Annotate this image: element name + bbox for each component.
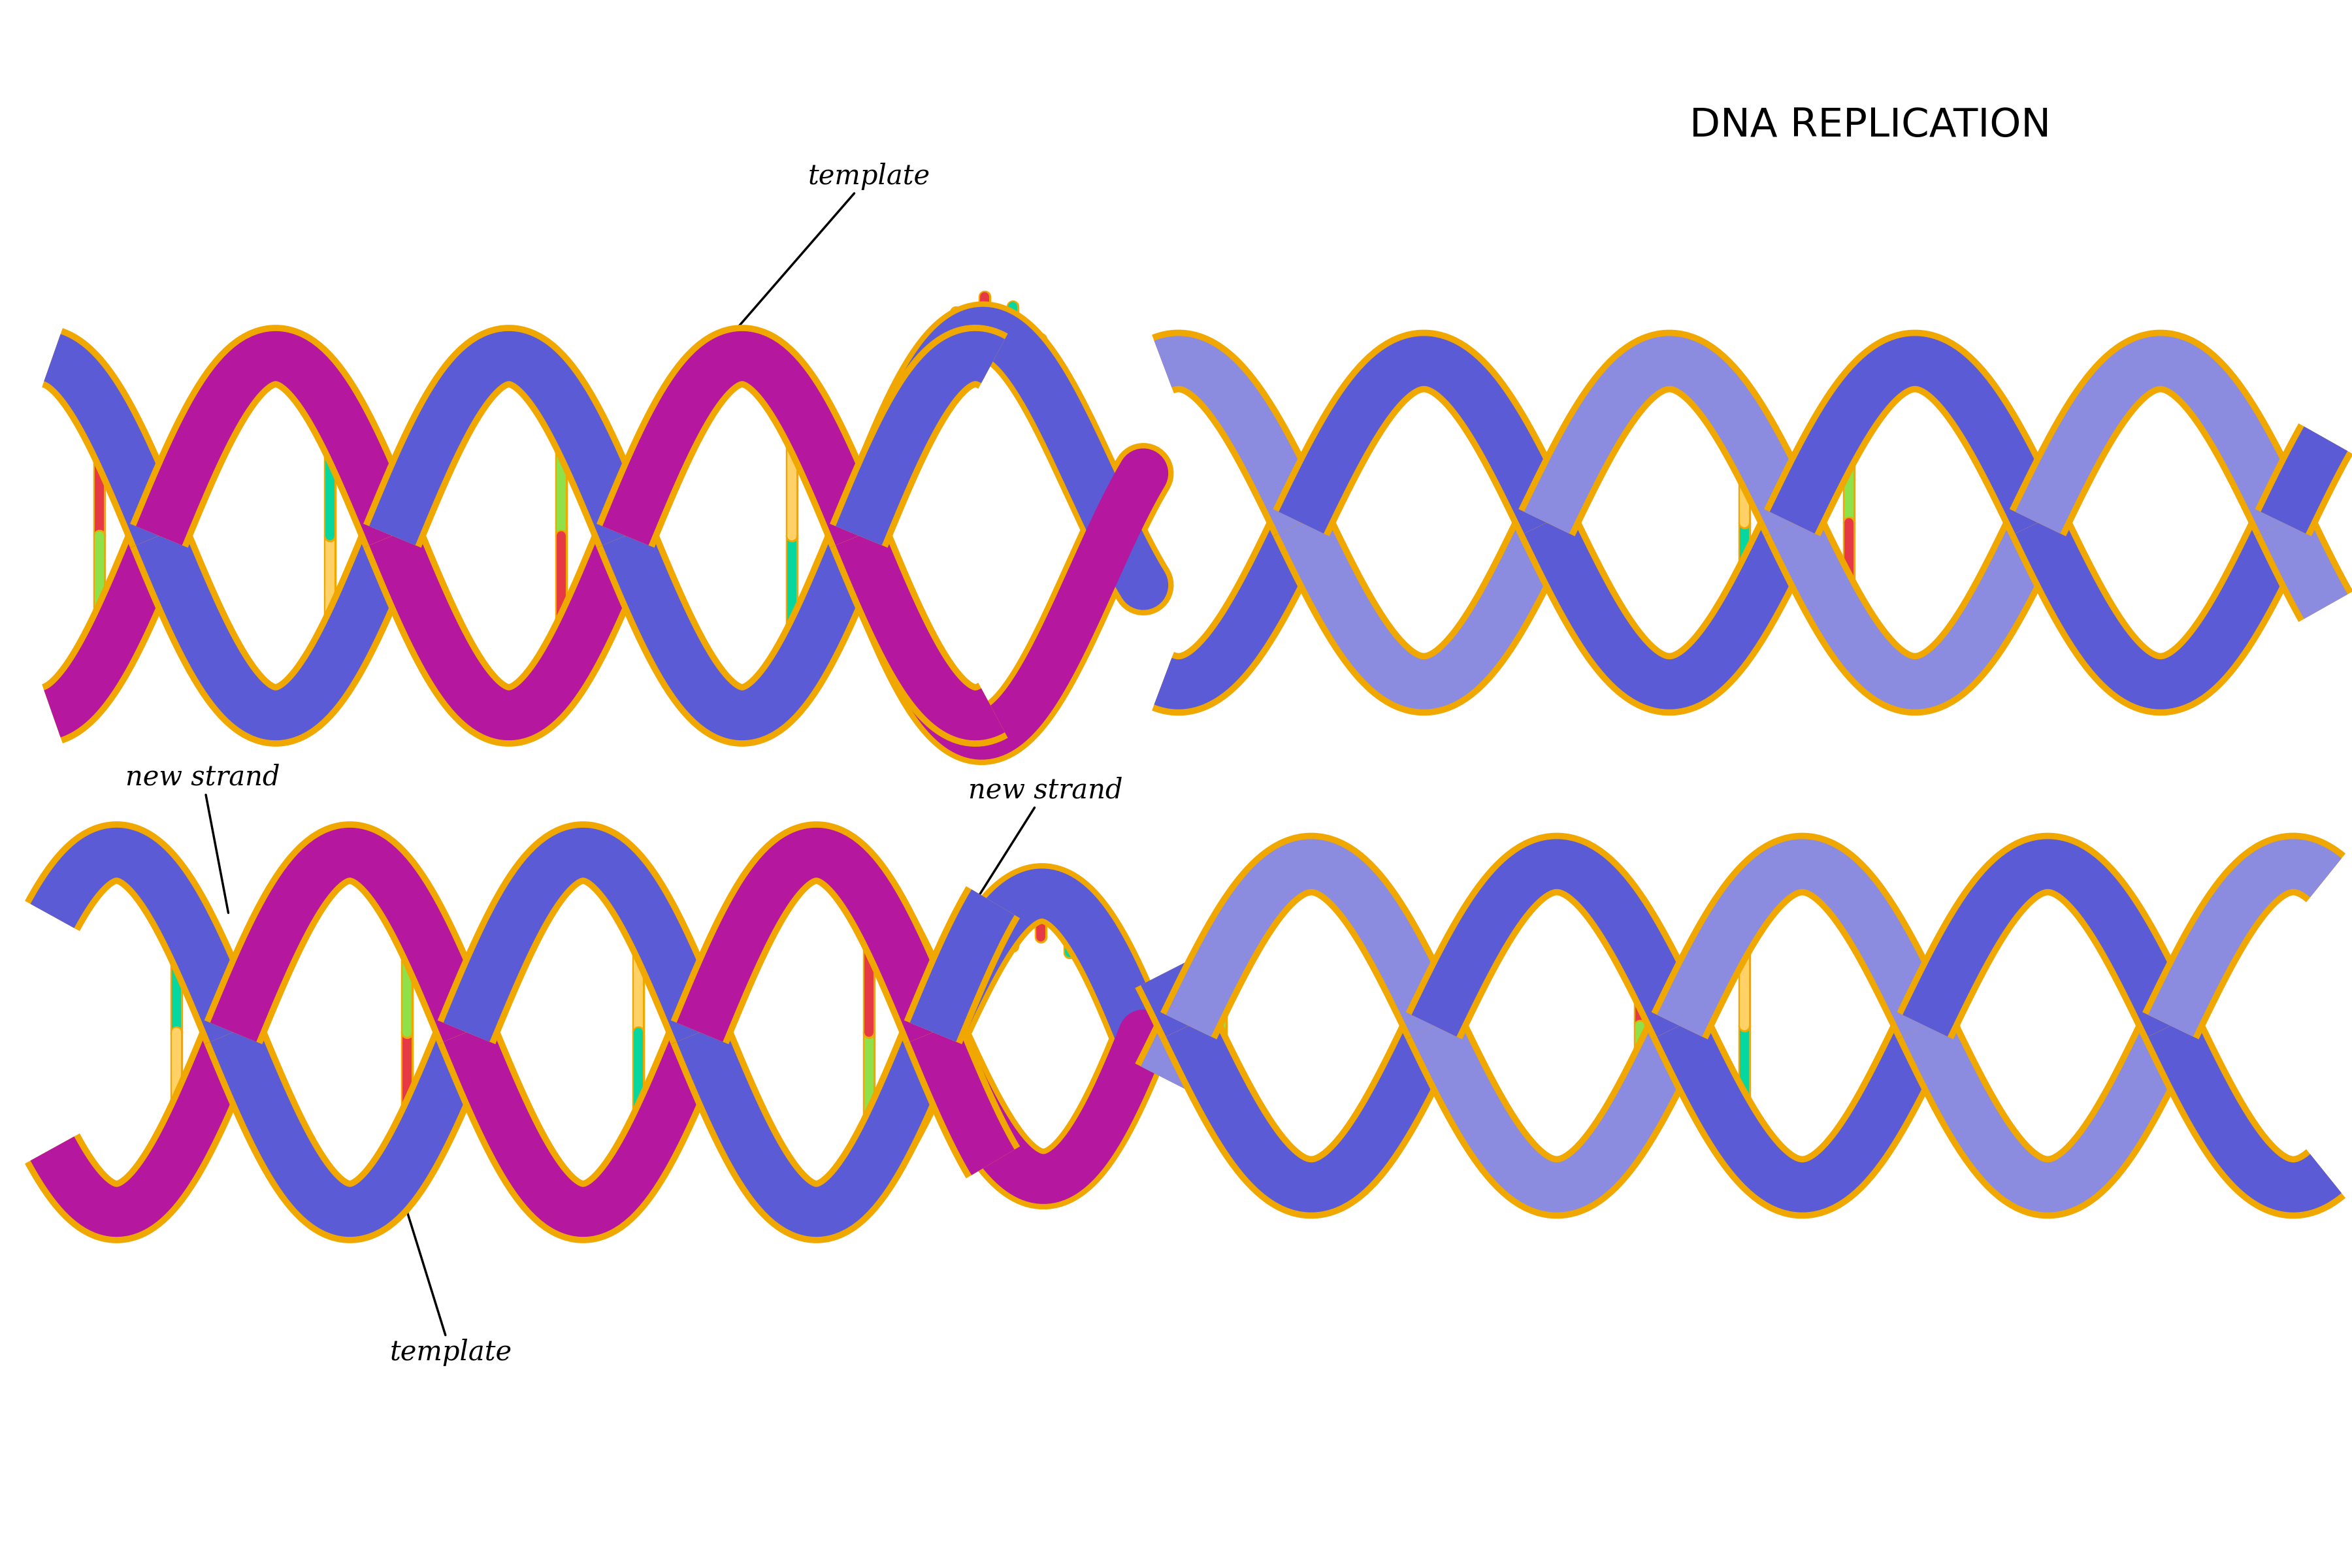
Text: DNA REPLICATION: DNA REPLICATION: [1689, 107, 2051, 144]
Text: new strand: new strand: [969, 776, 1122, 913]
Text: template: template: [654, 163, 929, 423]
Text: new strand: new strand: [125, 764, 280, 913]
Text: template: template: [390, 1165, 513, 1366]
